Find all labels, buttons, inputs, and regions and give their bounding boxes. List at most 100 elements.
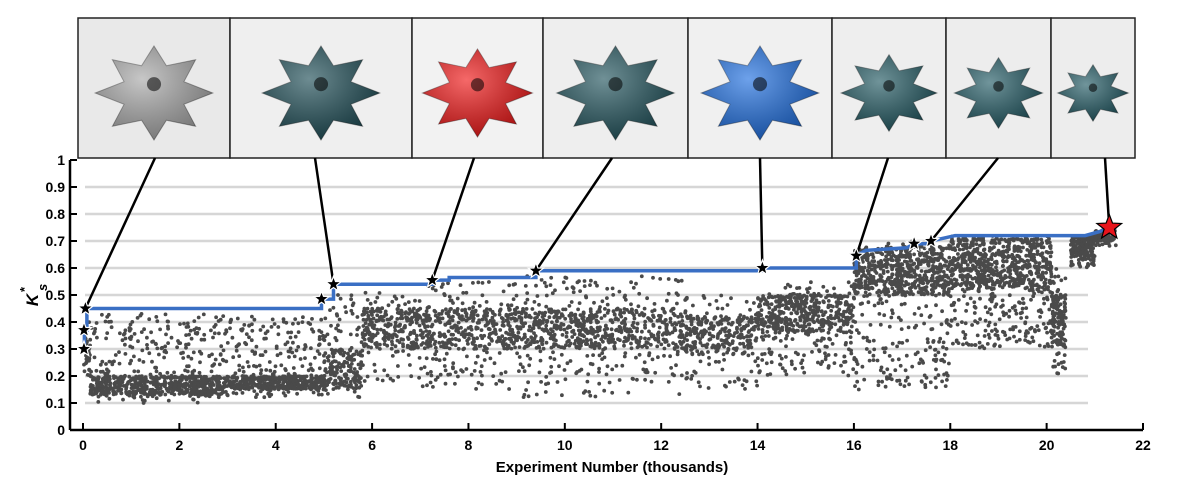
scatter-point — [865, 335, 869, 340]
scatter-point — [849, 324, 854, 329]
scatter-point — [477, 344, 482, 348]
scatter-point — [466, 326, 471, 330]
scatter-point — [176, 339, 180, 343]
scatter-point — [159, 383, 164, 388]
scatter-point — [473, 308, 478, 313]
scatter-point — [808, 317, 812, 322]
scatter-point — [630, 310, 634, 315]
scatter-point — [961, 342, 965, 347]
scatter-point — [864, 347, 869, 351]
scatter-point — [651, 324, 656, 328]
scatter-point — [446, 281, 450, 286]
scatter-point — [759, 308, 764, 312]
scatter-point — [363, 321, 368, 325]
scatter-point — [250, 322, 254, 327]
scatter-point — [919, 292, 924, 297]
scatter-point — [355, 333, 359, 337]
scatter-point — [104, 362, 108, 366]
scatter-point — [352, 367, 357, 371]
scatter-point — [777, 330, 782, 335]
scatter-point — [924, 375, 929, 380]
scatter-point — [603, 307, 607, 311]
scatter-point — [278, 351, 283, 356]
scatter-point — [585, 342, 590, 346]
scatter-point — [487, 280, 491, 284]
scatter-point — [903, 293, 908, 298]
scatter-point — [417, 299, 422, 303]
scatter-point — [413, 298, 417, 303]
scatter-point — [670, 330, 675, 335]
scatter-point — [896, 262, 901, 266]
scatter-point — [1019, 316, 1023, 320]
scatter-point — [931, 340, 936, 344]
scatter-point — [141, 401, 146, 405]
scatter-point — [811, 319, 815, 323]
scatter-point — [582, 279, 587, 283]
scatter-point — [573, 338, 578, 343]
scatter-point — [695, 349, 700, 354]
scatter-point — [890, 308, 894, 313]
scatter-point — [378, 327, 383, 332]
scatter-point — [660, 306, 665, 311]
scatter-point — [820, 324, 825, 329]
scatter-point — [867, 350, 872, 354]
scatter-point — [753, 324, 758, 329]
scatter-point — [503, 370, 508, 374]
scatter-point — [281, 380, 286, 385]
scatter-point — [107, 396, 112, 401]
scatter-point — [593, 394, 598, 399]
scatter-point — [169, 335, 174, 340]
scatter-point — [593, 340, 598, 345]
scatter-point — [944, 321, 949, 325]
scatter-point — [186, 354, 191, 359]
scatter-point — [853, 384, 857, 388]
scatter-point — [978, 251, 983, 256]
scatter-point — [442, 293, 447, 298]
scatter-point — [573, 312, 578, 317]
scatter-point — [371, 316, 376, 321]
scatter-point — [221, 348, 226, 353]
scatter-point — [742, 378, 747, 382]
scatter-point — [647, 329, 651, 334]
scatter-point — [856, 387, 861, 392]
scatter-point — [589, 312, 594, 317]
scatter-point — [454, 328, 459, 333]
scatter-point — [488, 356, 493, 361]
scatter-point — [842, 354, 847, 359]
scatter-point — [522, 392, 527, 397]
scatter-point — [346, 357, 351, 361]
scatter-point — [510, 330, 515, 335]
scatter-point — [903, 270, 907, 274]
scatter-point — [355, 370, 359, 374]
scatter-point — [165, 370, 170, 375]
scatter-point — [881, 271, 886, 275]
scatter-point — [537, 310, 542, 315]
scatter-point — [289, 375, 294, 380]
scatter-point — [579, 343, 583, 348]
scatter-point — [396, 364, 400, 368]
scatter-point — [331, 365, 335, 369]
scatter-point — [878, 261, 882, 265]
scatter-point — [948, 324, 953, 328]
scatter-point — [837, 300, 841, 305]
scatter-point — [795, 310, 799, 315]
scatter-point — [715, 348, 720, 353]
scatter-point — [433, 319, 438, 323]
scatter-point — [397, 324, 402, 328]
scatter-point — [490, 315, 495, 320]
scatter-point — [412, 331, 417, 335]
scatter-point — [679, 329, 683, 334]
scatter-point — [369, 319, 373, 324]
scatter-point — [582, 284, 587, 288]
scatter-point — [162, 374, 167, 379]
scatter-point — [177, 382, 182, 387]
scatter-point — [945, 373, 950, 378]
scatter-point — [615, 327, 619, 332]
scatter-point — [191, 380, 196, 384]
scatter-point — [98, 362, 103, 367]
scatter-point — [343, 379, 347, 384]
scatter-point — [861, 260, 865, 264]
scatter-point — [366, 344, 371, 349]
scatter-point — [756, 327, 761, 331]
scatter-point — [145, 343, 149, 347]
